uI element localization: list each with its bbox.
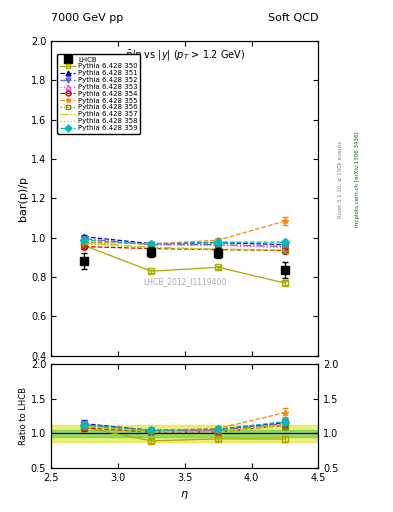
Y-axis label: Ratio to LHCB: Ratio to LHCB — [19, 387, 28, 445]
Text: Rivet 3.1.10, ≥ 100k events: Rivet 3.1.10, ≥ 100k events — [338, 141, 342, 218]
Text: Soft QCD: Soft QCD — [268, 13, 318, 23]
Text: LHCB_2012_I1119400: LHCB_2012_I1119400 — [143, 278, 226, 287]
Text: 7000 GeV pp: 7000 GeV pp — [51, 13, 123, 23]
Bar — [51, 430, 318, 437]
X-axis label: $\eta$: $\eta$ — [180, 489, 189, 501]
Text: $\bar{p}/p$ vs $|y|$ ($p_{T}$ > 1.2 GeV): $\bar{p}/p$ vs $|y|$ ($p_{T}$ > 1.2 GeV) — [125, 49, 245, 63]
Text: mcplots.cern.ch [arXiv:1306.3436]: mcplots.cern.ch [arXiv:1306.3436] — [355, 132, 360, 227]
Legend: LHCB, Pythia 6.428 350, Pythia 6.428 351, Pythia 6.428 352, Pythia 6.428 353, Py: LHCB, Pythia 6.428 350, Pythia 6.428 351… — [57, 54, 140, 134]
Y-axis label: bar(p)/p: bar(p)/p — [18, 176, 28, 221]
Bar — [51, 425, 318, 442]
